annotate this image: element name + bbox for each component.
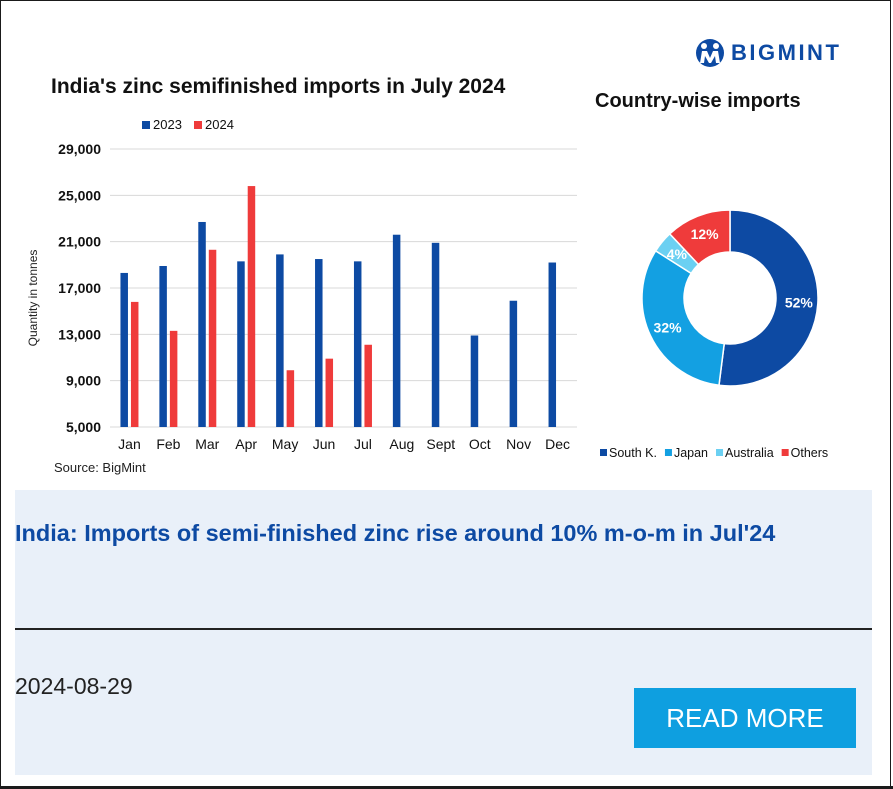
read-more-button[interactable]: READ MORE [634,688,856,748]
y-tick-label: 29,000 [58,141,101,157]
chart-image[interactable]: BIGMINT India's zinc semifinished import… [15,8,872,490]
bar-2024-jul [364,344,372,427]
x-tick-label: Oct [469,436,491,452]
brand-name: BIGMINT [731,40,842,65]
bar-2024-may [286,370,295,427]
donut-legend: South K. Japan Australia Others [600,446,829,460]
legend-swatch-others [781,449,789,456]
bar-chart-title: India's zinc semifinished imports in Jul… [51,75,506,98]
donut-slice-south-k- [718,209,819,387]
x-tick-label: Mar [195,436,219,452]
bar-2023-jan [120,272,128,427]
y-axis-label: Quantity in tonnes [26,250,40,347]
donut-slice-others [668,209,731,266]
legend-swatch-australia [716,449,724,456]
bar-2024-feb [169,330,178,427]
donut-chart: 52% 32% 4%12% [641,209,819,387]
legend-label: Australia [725,446,774,460]
x-tick-label: Jun [313,436,336,452]
bar-2023-jul [353,261,362,427]
x-tick-label: Jul [354,436,372,452]
x-tick-label: Aug [389,436,414,452]
legend-label-2024: 2024 [205,117,234,132]
y-tick-label: 21,000 [58,234,101,250]
bar-2023-sept [431,242,440,427]
legend-label-2023: 2023 [153,117,182,132]
y-tick-label: 13,000 [58,326,101,342]
donut-value-label: 12% [691,226,720,242]
x-tick-label: Sept [426,436,455,452]
legend-swatch-south-k- [600,449,607,456]
x-tick-label: Nov [506,436,531,452]
y-tick-label: 17,000 [58,280,101,296]
y-tick-label: 25,000 [58,187,101,203]
bar-2023-nov [509,300,518,427]
chart-source: Source: BigMint [54,460,146,475]
frame-bottom-border [0,786,893,789]
article-panel: India: Imports of semi-finished zinc ris… [15,490,872,775]
bar-2024-jun [325,358,334,427]
x-tick-label: Apr [235,436,257,452]
legend-label: Others [791,446,829,460]
y-tick-label: 9,000 [66,373,101,389]
news-card[interactable]: BIGMINT India's zinc semifinished import… [15,8,872,775]
legend-swatch-japan [664,449,672,456]
bigmint-logo-icon [696,39,724,67]
bar-chart: 5,000 9,000 13,000 17,000 21,000 25,000 29,000… [26,117,577,452]
donut-chart-title: Country-wise imports [595,90,801,112]
bar-2023-apr [237,261,245,427]
legend-swatch-2024 [194,121,202,129]
legend-swatch-2023 [142,121,150,129]
bar-2024-apr [247,186,256,427]
bar-2023-oct [470,335,479,427]
bar-2023-feb [159,265,167,427]
x-tick-label: Feb [156,436,180,452]
bar-2024-jan [130,301,139,427]
x-tick-label: May [272,436,298,452]
bar-2023-mar [198,221,206,427]
divider [15,628,872,630]
bar-2023-aug [392,234,401,427]
article-date: 2024-08-29 [15,673,133,699]
donut-value-label: 4% [667,246,688,262]
donut-value-label: 52% [785,294,814,310]
brand-logo: BIGMINT [695,38,841,68]
legend-label: Japan [674,446,708,460]
x-tick-label: Dec [545,436,570,452]
bar-2023-dec [548,262,557,427]
donut-slice-japan [641,249,726,387]
donut-value-label: 32% [654,319,683,335]
bar-2023-jun [315,259,323,427]
legend-label: South K. [609,446,657,460]
bar-2024-mar [208,249,217,427]
article-headline[interactable]: India: Imports of semi-finished zinc ris… [15,520,776,546]
y-tick-label: 5,000 [66,419,101,435]
x-tick-label: Jan [118,436,141,452]
bar-2023-may [276,254,284,427]
